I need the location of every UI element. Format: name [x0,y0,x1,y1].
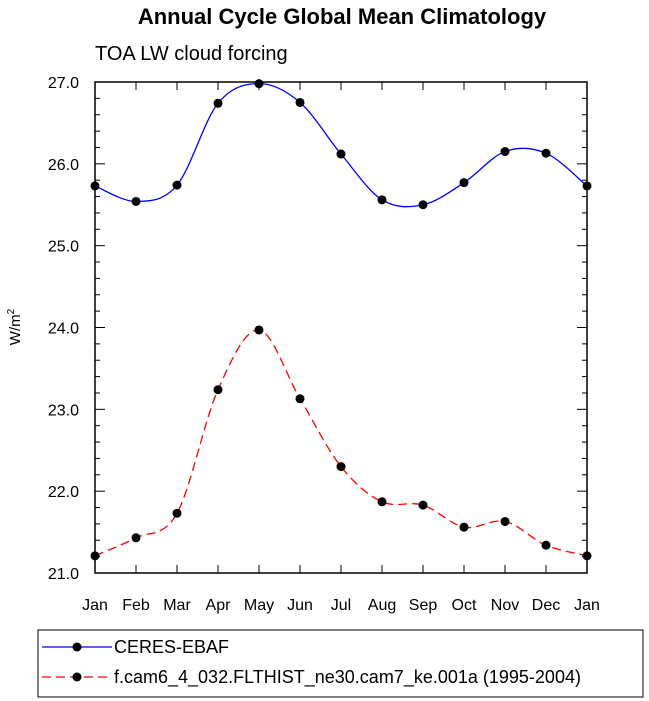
data-point-0 [295,97,305,107]
data-point-0 [213,98,223,108]
y-tick-label: 23.0 [48,402,79,419]
x-tick-label: Apr [206,597,232,614]
y-axis-label: W/m2 [6,308,24,345]
x-tick-label: Jan [82,597,108,614]
axis-ticks: Jan Feb Mar Apr May Jun Jul Aug Sep Oct Nov Dec Jan2… [48,75,600,614]
x-tick-label: Jun [287,597,313,614]
data-point-1 [172,508,182,518]
x-tick-label: Aug [368,597,396,614]
data-point-0 [541,148,551,158]
data-point-0 [377,195,387,205]
chart-subtitle: TOA LW cloud forcing [95,43,288,65]
data-point-1 [541,540,551,550]
data-point-1 [295,394,305,404]
x-tick-label: Feb [122,597,150,614]
y-tick-label: 21.0 [48,566,79,583]
y-tick-label: 26.0 [48,157,79,174]
data-point-1 [254,325,264,335]
plot-area [90,79,592,561]
x-tick-label: Nov [491,597,519,614]
series-line-0 [94,82,588,208]
data-point-1 [131,533,141,543]
data-point-1 [377,497,387,507]
y-tick-label: 27.0 [48,75,79,92]
legend-marker-ceres [72,642,82,652]
x-tick-label: May [244,597,274,614]
data-point-0 [336,149,346,159]
data-point-1 [336,462,346,472]
legend-label-ceres: CERES-EBAF [114,637,229,657]
y-axis-label-text: W/m [7,314,24,345]
data-point-0 [459,178,469,188]
legend-label-model: f.cam6_4_032.FLTHIST_ne30.cam7_ke.001a (… [114,667,581,688]
x-tick-label: Sep [409,597,438,614]
legend-box [37,629,644,698]
chart-title: Annual Cycle Global Mean Climatology [138,4,547,29]
data-point-1 [213,385,223,395]
svg-text:W/m2: W/m2 [6,308,24,345]
x-tick-label: Mar [163,597,191,614]
y-tick-label: 24.0 [48,321,79,338]
y-tick-label: 22.0 [48,484,79,501]
x-tick-label: Jan [574,597,600,614]
data-point-1 [500,516,510,526]
legend: CERES-EBAF f.cam6_4_032.FLTHIST_ne30.cam… [37,629,644,698]
data-point-1 [418,500,428,510]
y-axis-label-sup: 2 [6,308,17,314]
x-tick-label: Jul [331,597,351,614]
series-line-1 [94,329,588,557]
data-point-0 [131,196,141,206]
data-point-0 [172,180,182,190]
data-point-1 [459,522,469,532]
data-point-0 [500,147,510,157]
data-point-0 [418,200,428,210]
x-tick-label: Oct [452,597,477,614]
legend-marker-model [72,672,82,682]
data-point-0 [254,79,264,89]
y-tick-label: 25.0 [48,239,79,256]
plot-frame [94,81,588,574]
x-tick-label: Dec [532,597,560,614]
